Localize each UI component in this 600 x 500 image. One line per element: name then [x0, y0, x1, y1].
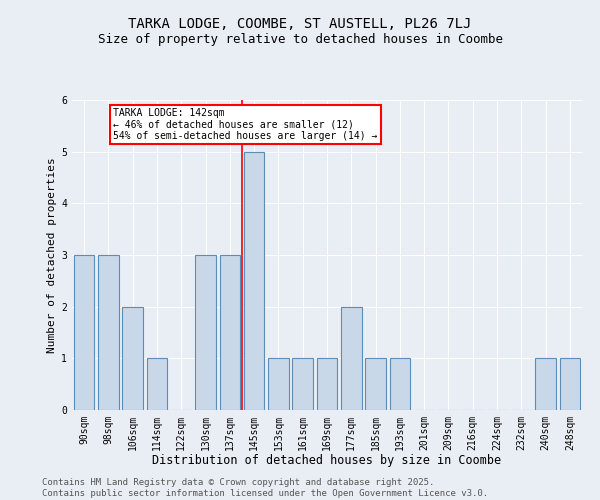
Text: Contains HM Land Registry data © Crown copyright and database right 2025.
Contai: Contains HM Land Registry data © Crown c…	[42, 478, 488, 498]
Bar	[389, 358, 410, 410]
Bar	[341, 306, 362, 410]
Bar	[74, 255, 94, 410]
Bar	[220, 255, 240, 410]
Bar	[317, 358, 337, 410]
Text: TARKA LODGE: 142sqm
← 46% of detached houses are smaller (12)
54% of semi-detach: TARKA LODGE: 142sqm ← 46% of detached ho…	[113, 108, 377, 141]
Bar	[195, 255, 216, 410]
Bar	[122, 306, 143, 410]
Y-axis label: Number of detached properties: Number of detached properties	[47, 157, 57, 353]
Text: Size of property relative to detached houses in Coombe: Size of property relative to detached ho…	[97, 32, 503, 46]
Bar	[146, 358, 167, 410]
X-axis label: Distribution of detached houses by size in Coombe: Distribution of detached houses by size …	[152, 454, 502, 468]
Bar	[292, 358, 313, 410]
Bar	[98, 255, 119, 410]
Bar	[365, 358, 386, 410]
Text: TARKA LODGE, COOMBE, ST AUSTELL, PL26 7LJ: TARKA LODGE, COOMBE, ST AUSTELL, PL26 7L…	[128, 18, 472, 32]
Bar	[268, 358, 289, 410]
Bar	[244, 152, 265, 410]
Bar	[560, 358, 580, 410]
Bar	[535, 358, 556, 410]
